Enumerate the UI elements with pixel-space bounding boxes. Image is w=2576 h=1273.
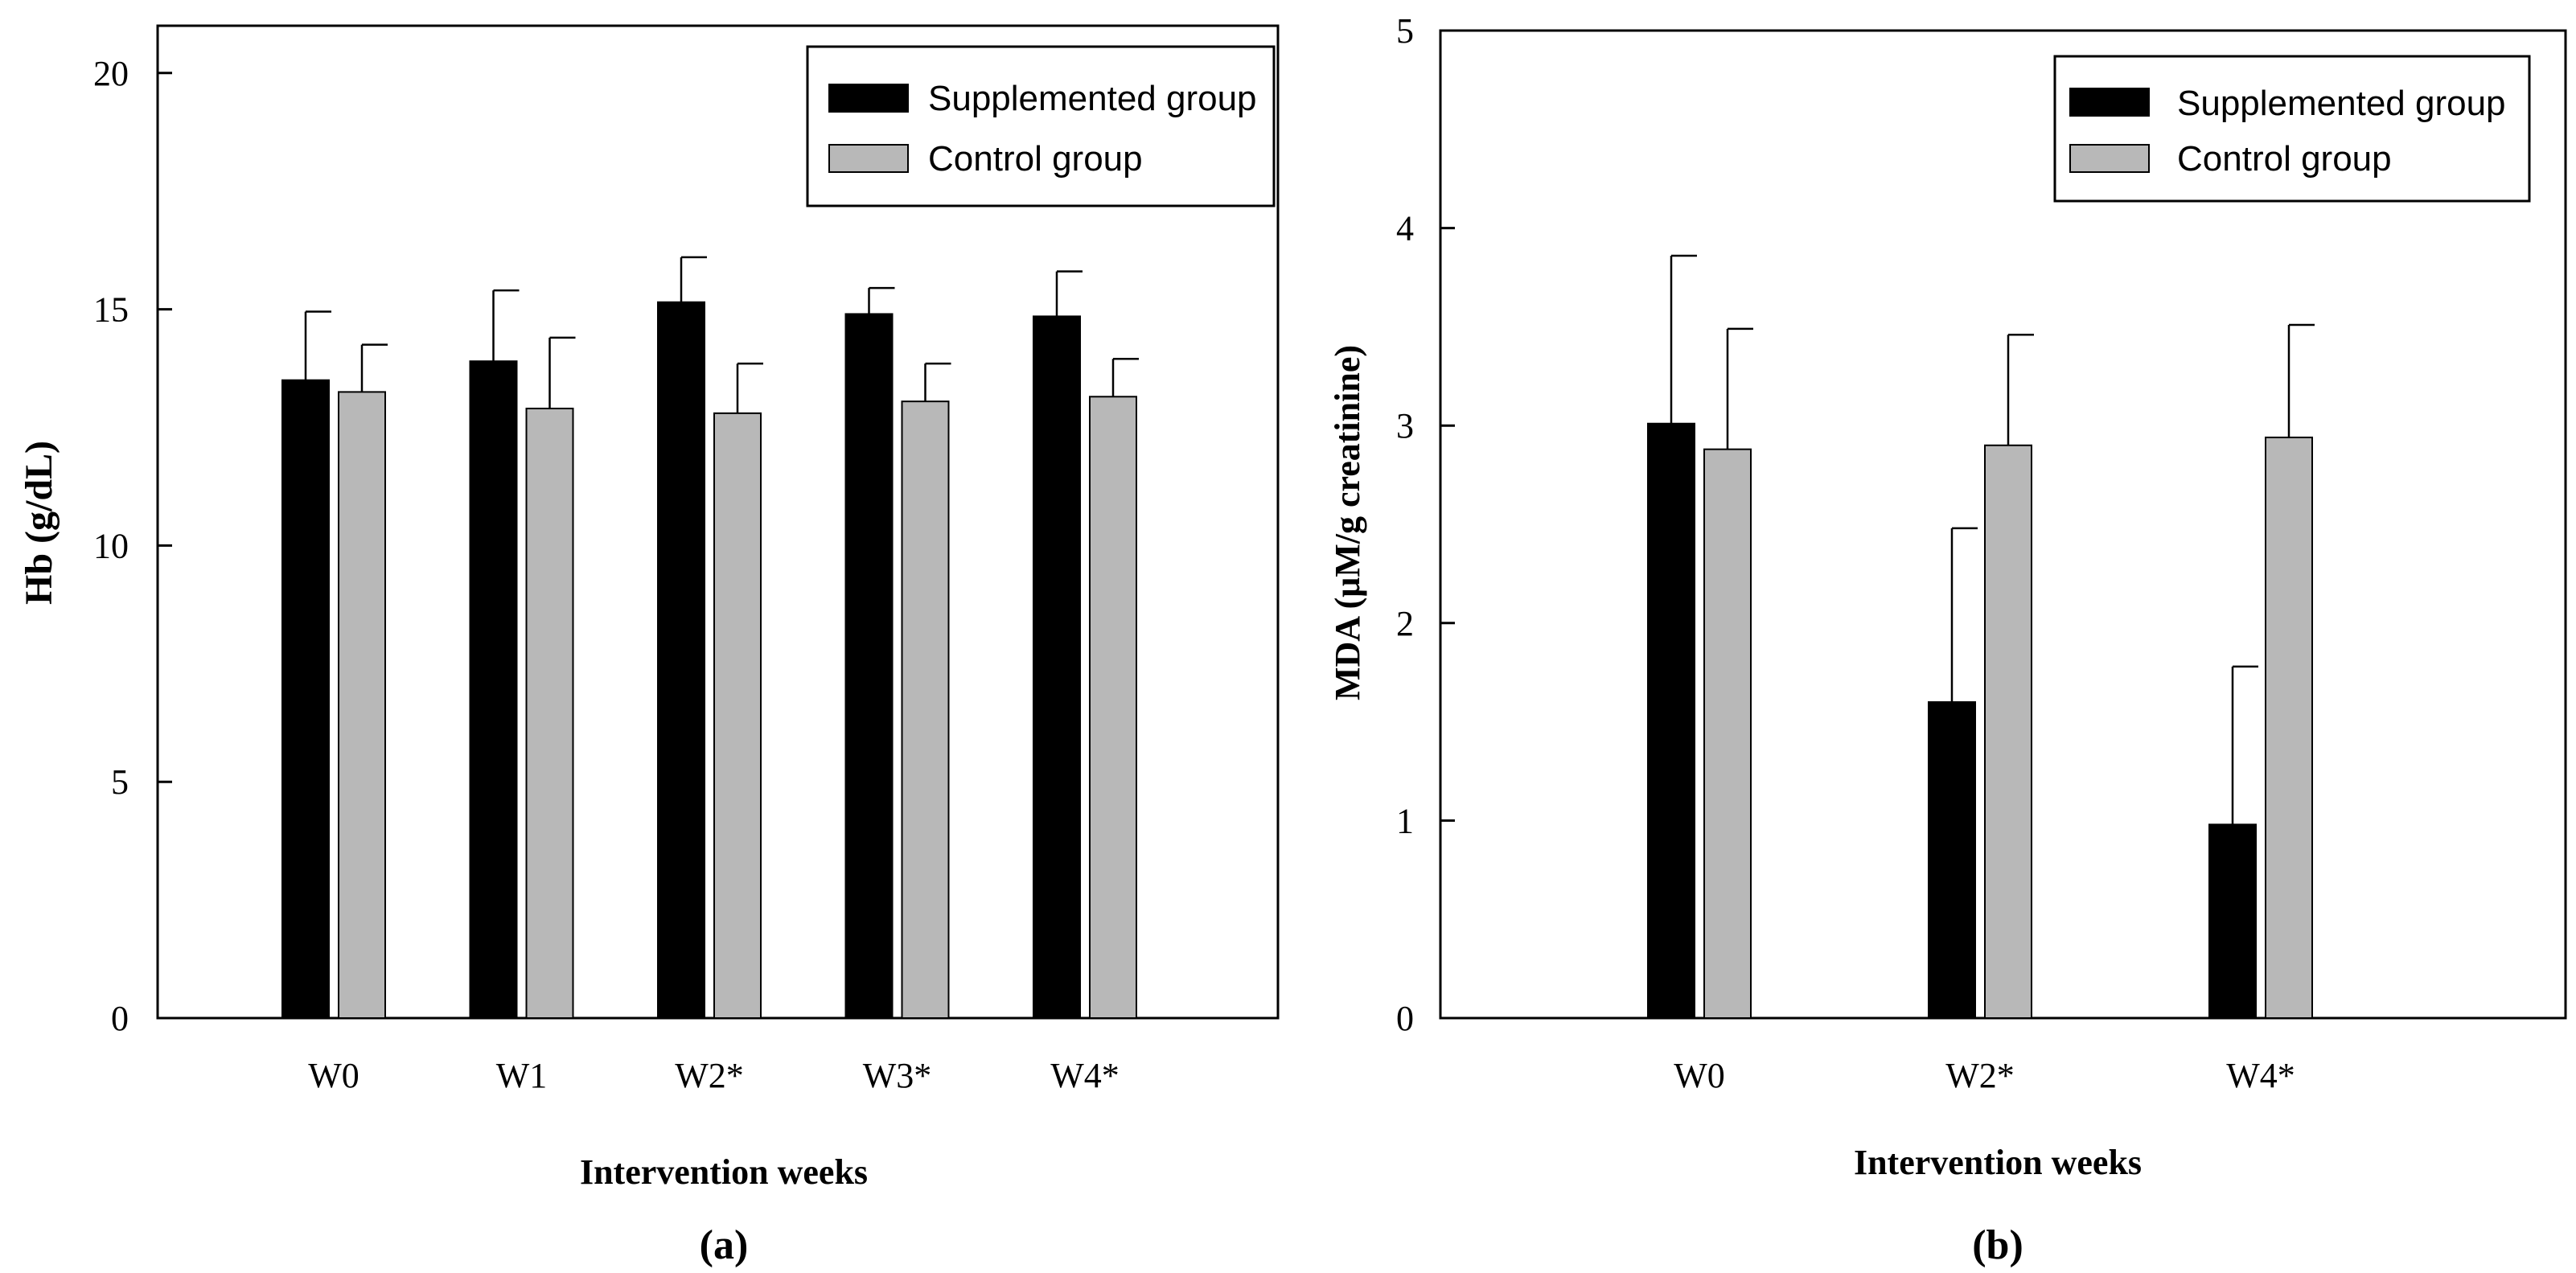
panel-a-legend: Supplemented group Control group bbox=[806, 45, 1276, 207]
panel-b-bar-supplemented bbox=[2208, 823, 2257, 1020]
panel-a-y-axis-label: Hb (g/dL) bbox=[18, 441, 60, 605]
panel-b-x-tick-label: W0 bbox=[1674, 1056, 1725, 1095]
panel-a-y-tick-label: 20 bbox=[93, 54, 129, 93]
panel-b-bar-supplemented bbox=[1928, 701, 1976, 1019]
panel-a-bars bbox=[281, 256, 1139, 1019]
panel-a-bar-supplemented bbox=[1033, 315, 1081, 1019]
panel-a-x-tick-label: W4* bbox=[1050, 1056, 1120, 1095]
panel-b-legend-box bbox=[2053, 55, 2531, 203]
panel-a-label: (a) bbox=[700, 1222, 749, 1268]
panel-a-bar-control bbox=[1089, 396, 1137, 1019]
panel-a-y-tick-label: 5 bbox=[111, 762, 129, 802]
panel-b-y-tick-label: 4 bbox=[1396, 209, 1414, 248]
panel-a-y-tick-label: 0 bbox=[111, 999, 129, 1038]
panel-a-bar-supplemented bbox=[657, 301, 705, 1019]
panel-a-legend-label-supplemented: Supplemented group bbox=[928, 79, 1257, 118]
panel-b-y-axis: 0 1 2 3 4 5 bbox=[1396, 11, 1455, 1038]
panel-b-y-tick-label: 3 bbox=[1396, 406, 1414, 446]
panel-a-y-axis: 0 5 10 15 20 bbox=[93, 54, 172, 1038]
panel-a-legend-box bbox=[806, 45, 1276, 207]
panel-b-chart: 0 1 2 3 4 5 W0 W2* W4* Supplemented group Contr… bbox=[1328, 11, 2567, 1268]
panel-a-chart: 0 5 10 15 20 W0 W1 W2* W3* W4* Supplemented grou… bbox=[18, 24, 1280, 1268]
panel-b-bar-supplemented bbox=[1647, 422, 1695, 1019]
panel-a-bar-supplemented bbox=[844, 313, 894, 1019]
panel-a-x-tick-label: W0 bbox=[308, 1056, 359, 1095]
panel-b-legend-swatch-supplemented bbox=[2069, 88, 2150, 117]
panel-a-bar-control bbox=[525, 407, 574, 1019]
panel-a-bar-control bbox=[901, 400, 950, 1019]
panel-b-bar-control bbox=[1703, 448, 1752, 1019]
panel-b-legend-swatch-control bbox=[2069, 144, 2150, 173]
panel-b-y-tick-label: 2 bbox=[1396, 604, 1414, 643]
panel-a-bar-control bbox=[713, 412, 762, 1019]
panel-a-x-axis: W0 W1 W2* W3* W4* bbox=[308, 1056, 1120, 1095]
panel-b-legend-label-supplemented: Supplemented group bbox=[2177, 84, 2506, 123]
panel-b-bars bbox=[1647, 254, 2315, 1020]
panel-b-x-tick-label: W2* bbox=[1945, 1056, 2015, 1095]
panel-a-bar-control bbox=[338, 391, 386, 1019]
panel-a-x-axis-label: Intervention weeks bbox=[580, 1152, 868, 1192]
panel-a-bar-supplemented bbox=[469, 360, 518, 1019]
panel-b-bar-control bbox=[1984, 444, 2032, 1019]
panel-b-y-tick-label: 0 bbox=[1396, 999, 1414, 1038]
panel-b-y-axis-label: MDA (μM/g creatinine) bbox=[1328, 345, 1367, 700]
panel-b-label: (b) bbox=[1972, 1222, 2023, 1268]
panel-b-x-axis: W0 W2* W4* bbox=[1674, 1056, 2295, 1095]
panel-a-x-tick-label: W1 bbox=[496, 1056, 548, 1095]
panel-b-y-tick-label: 5 bbox=[1396, 11, 1414, 51]
panel-b-x-axis-label: Intervention weeks bbox=[1854, 1143, 2142, 1182]
panel-a-y-tick-label: 15 bbox=[93, 290, 129, 330]
panel-b-x-tick-label: W4* bbox=[2226, 1056, 2295, 1095]
panel-a-legend-swatch-control bbox=[828, 144, 909, 173]
panel-a-bar-supplemented bbox=[281, 379, 330, 1019]
panel-b-bar-control bbox=[2265, 436, 2313, 1019]
panel-b-legend-label-control: Control group bbox=[2177, 139, 2392, 179]
panel-a-y-tick-label: 10 bbox=[93, 526, 129, 565]
panel-a-legend-label-control: Control group bbox=[928, 139, 1143, 179]
panel-b-legend: Supplemented group Control group bbox=[2053, 55, 2531, 203]
panel-a-x-tick-label: W3* bbox=[863, 1056, 932, 1095]
panel-a-legend-swatch-supplemented bbox=[828, 84, 909, 113]
panel-b-y-tick-label: 1 bbox=[1396, 801, 1414, 840]
panel-a-x-tick-label: W2* bbox=[675, 1056, 744, 1095]
